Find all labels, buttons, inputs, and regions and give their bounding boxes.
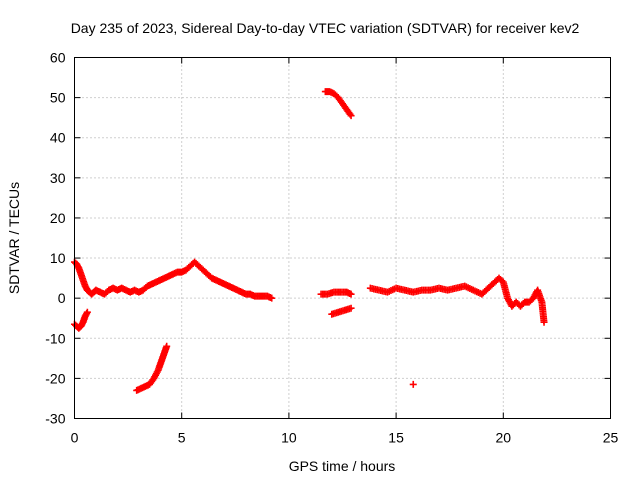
y-tick-label: 60 (50, 50, 66, 66)
sdtvar-high-arc (321, 88, 355, 120)
data-point (347, 290, 355, 298)
x-tick-label: 0 (71, 430, 79, 446)
y-tick-label: 50 (50, 90, 66, 106)
data-point (347, 304, 355, 312)
grid-lines (74, 57, 611, 419)
x-tick-label: 5 (178, 430, 186, 446)
data-point (409, 380, 417, 388)
sdtvar-afternoon-band (366, 274, 548, 326)
y-tick-label: 0 (58, 290, 66, 306)
y-axis-title: SDTVAR / TECUs (6, 182, 22, 294)
y-tick-label: 40 (50, 130, 66, 146)
data-point (540, 318, 548, 326)
y-tick-label: -30 (45, 411, 65, 427)
data-point (268, 294, 276, 302)
data-point (347, 112, 355, 120)
x-tick-label: 10 (281, 430, 297, 446)
plot-frame (74, 57, 611, 419)
axis-ticks (74, 57, 611, 419)
x-tick-label: 15 (388, 430, 404, 446)
sdtvar-midday-upper (317, 288, 355, 298)
data-point (346, 110, 354, 118)
sdtvar-early-dip (71, 308, 91, 332)
sdtvar-main-band (71, 258, 276, 302)
sdtvar-isolated-point (409, 380, 417, 388)
y-tick-label: -10 (45, 330, 65, 346)
sdtvar-midday-lower (328, 304, 355, 318)
x-axis-title: GPS time / hours (289, 458, 396, 474)
y-tick-label: 10 (50, 250, 66, 266)
x-tick-label: 20 (496, 430, 512, 446)
x-tick-label: 25 (603, 430, 619, 446)
tick-labels: 0 5 10 15 20 25 -30 -20 -10 0 10 20 30 40 50 60 (45, 50, 618, 446)
y-tick-label: -20 (45, 370, 65, 386)
sdtvar-negative-arc (133, 342, 171, 394)
y-tick-label: 30 (50, 170, 66, 186)
y-tick-label: 20 (50, 210, 66, 226)
data-marks (71, 88, 548, 394)
chart-title: Day 235 of 2023, Sidereal Day-to-day VTE… (71, 20, 580, 36)
data-point (163, 342, 171, 350)
data-point (83, 308, 91, 316)
